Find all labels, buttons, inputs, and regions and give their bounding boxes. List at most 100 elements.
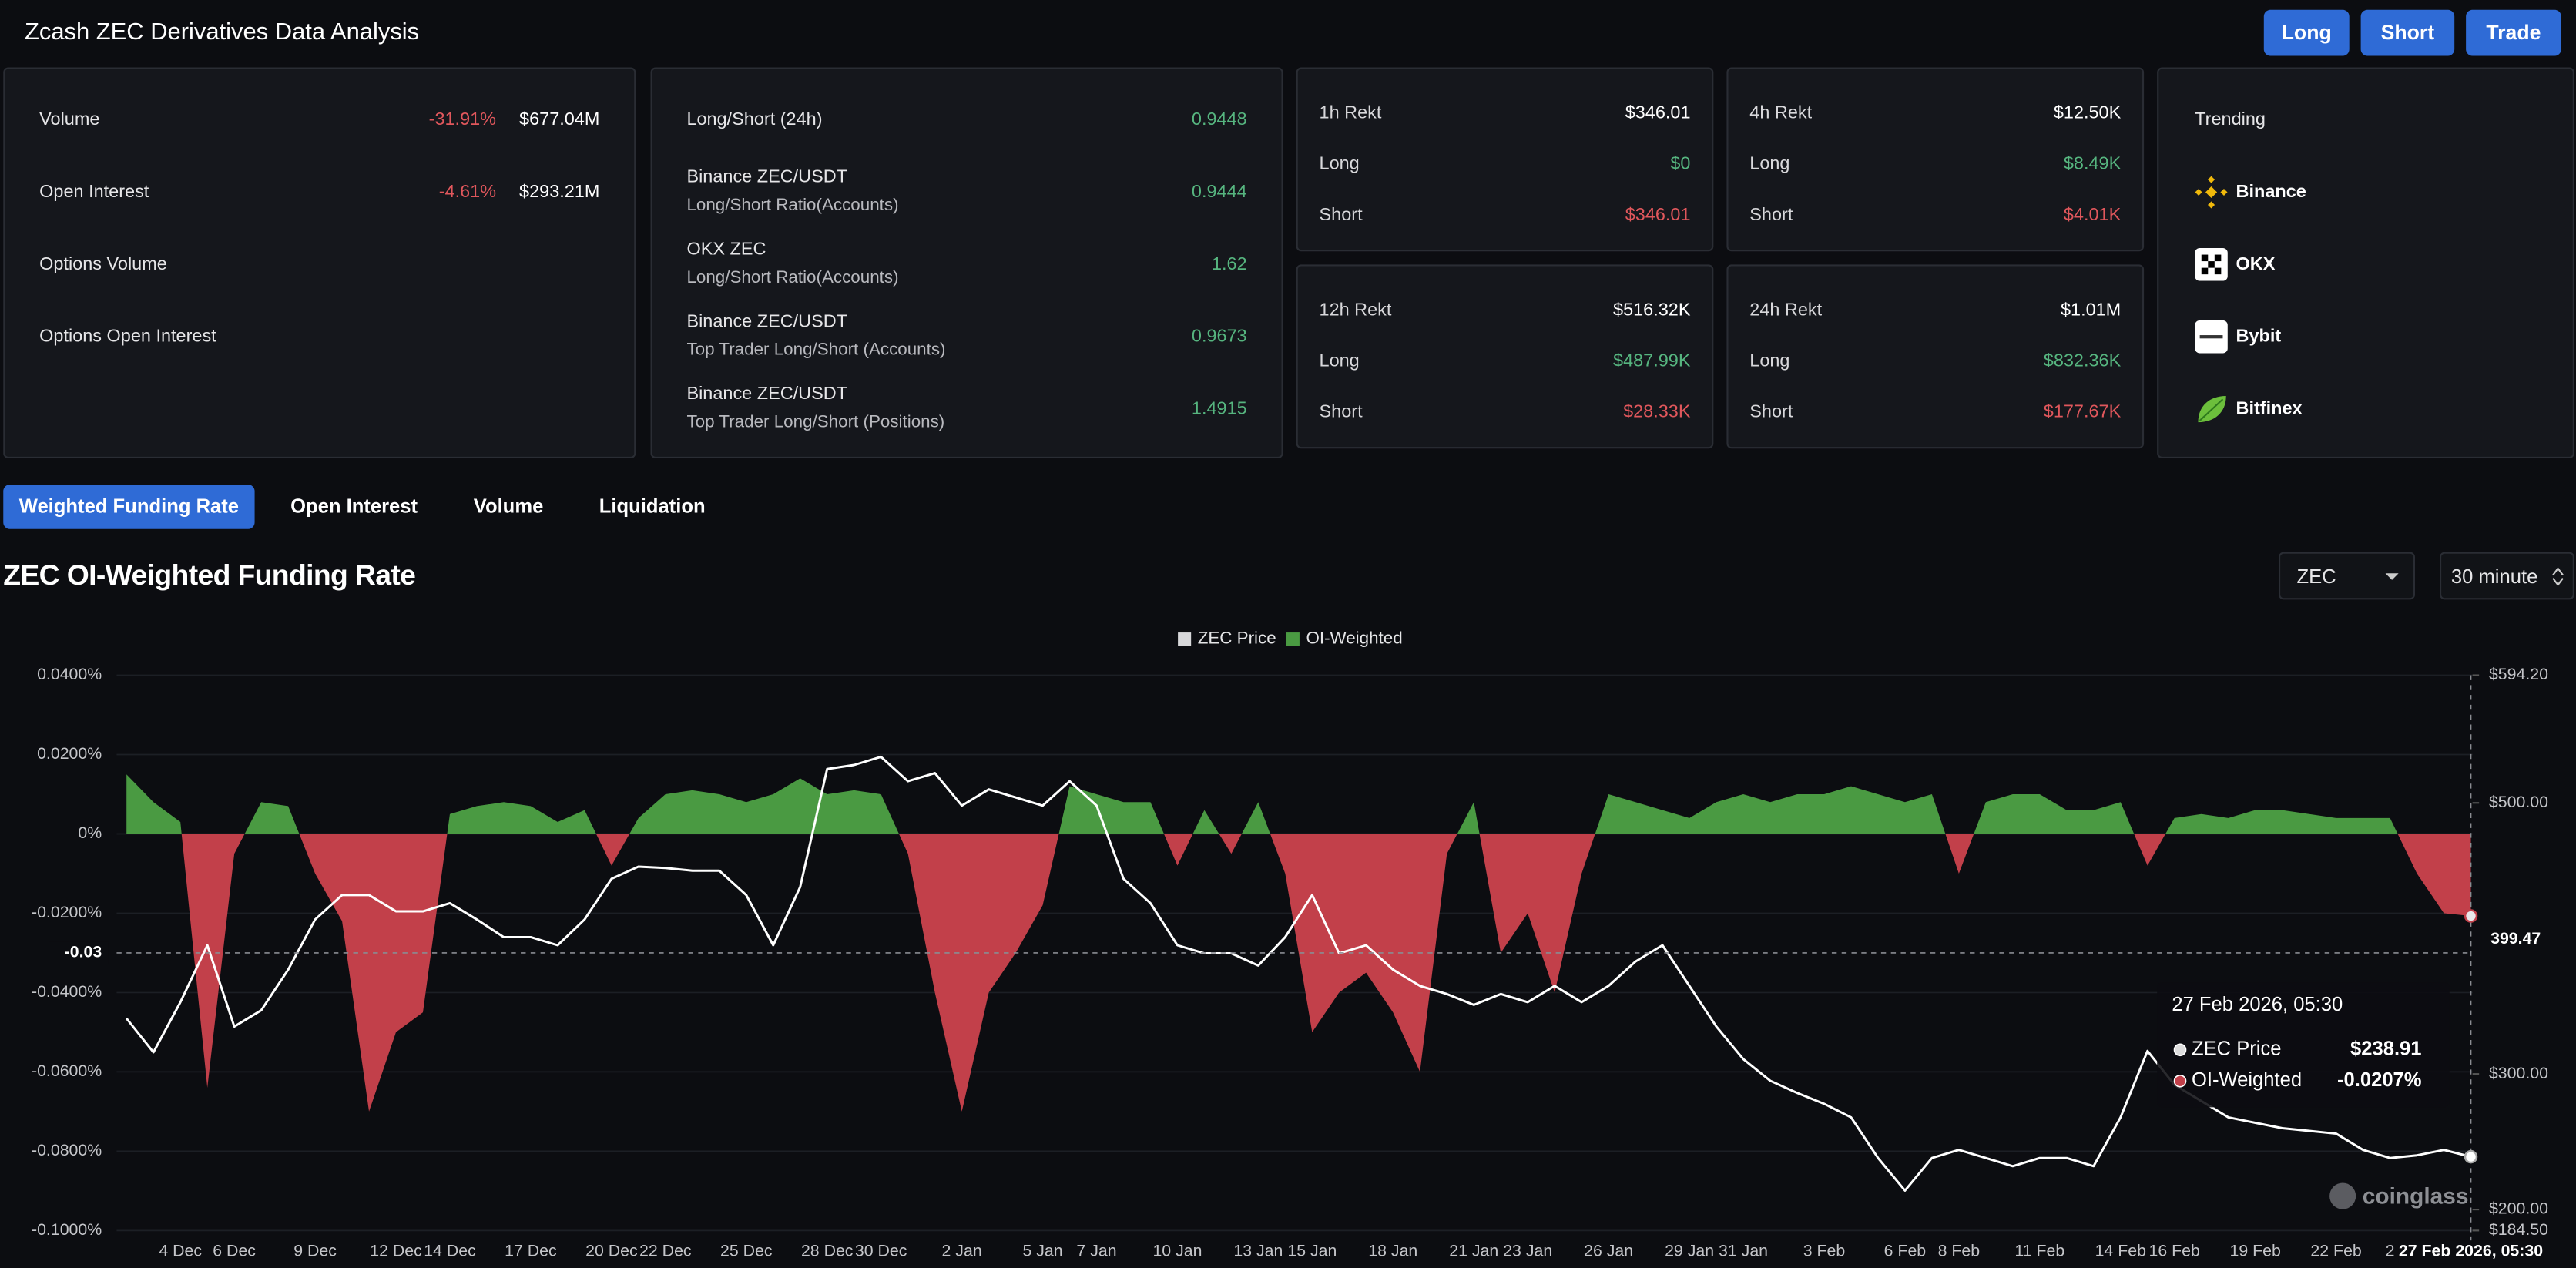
selector[interactable]: 30 minute — [2439, 552, 2574, 600]
ratio-value: 0.9673 — [1191, 327, 1247, 347]
ratio-label: Binance ZEC/USDT — [686, 384, 848, 404]
header-button[interactable]: Long — [2263, 9, 2350, 56]
tooltip-title: 27 Feb 2026, 05:30 — [2172, 994, 2343, 1015]
caret — [2385, 573, 2399, 580]
y-tick-label: 0.0200% — [37, 744, 102, 763]
x-tick-label: 18 Jan — [1368, 1242, 1417, 1260]
x-tick-label: 7 Jan — [1076, 1242, 1116, 1260]
y-tick-label: 0% — [78, 824, 102, 842]
x-tick-label: 26 Jan — [1584, 1242, 1633, 1260]
x-tick-label: 10 Jan — [1152, 1242, 1202, 1260]
tab[interactable]: Liquidation — [599, 494, 706, 518]
y2-tick-label: $300.00 — [2489, 1064, 2548, 1082]
ratio-label: Binance ZEC/USDT — [686, 167, 848, 188]
legend-label: OI-Weighted — [1306, 629, 1402, 648]
x-tick-label: 17 Dec — [505, 1242, 557, 1260]
exchange-name: Bybit — [2236, 327, 2282, 347]
trending-title: Trending — [2195, 109, 2266, 130]
rekt-row-value: $0 — [1670, 154, 1691, 175]
rekt-row-label: Long — [1319, 154, 1360, 175]
ratio-label: Long/Short (24h) — [686, 109, 823, 130]
exchange-name: OKX — [2236, 254, 2276, 275]
selector-caret — [2550, 567, 2566, 587]
metric-label: Open Interest — [39, 182, 149, 203]
y2-tick-label: $184.50 — [2489, 1220, 2548, 1239]
exchange-icon — [2195, 176, 2228, 209]
panel: 1h Rekt $346.01 Long $0 Short $346.01 — [1296, 67, 1714, 252]
tooltip-dot — [2173, 1074, 2187, 1088]
metric-label: Volume — [39, 109, 100, 130]
metric-label: Options Open Interest — [39, 327, 216, 347]
rekt-row-label: Short — [1319, 205, 1363, 226]
x-tick-label: 16 Feb — [2149, 1242, 2200, 1260]
x-tick-label: 6 Feb — [1884, 1242, 1927, 1260]
panel: 12h Rekt $516.32K Long $487.99K Short $28.33K — [1296, 264, 1714, 449]
y2-tick-label: $500.00 — [2489, 793, 2548, 811]
panel: 4h Rekt $12.50K Long $8.49K Short $4.01K — [1726, 67, 2145, 252]
ratio-sublabel: Long/Short Ratio(Accounts) — [686, 195, 899, 216]
selector[interactable]: ZEC — [2278, 552, 2415, 600]
tooltip-box — [2157, 982, 2450, 1108]
x-tick-label: 4 Dec — [159, 1242, 202, 1260]
metric-label: Options Volume — [39, 254, 167, 275]
exchange-icon — [2195, 248, 2228, 281]
metric-value: $677.04M — [519, 109, 600, 130]
x-tick-label: 9 Dec — [293, 1242, 337, 1260]
tab[interactable]: Open Interest — [290, 494, 418, 518]
selector-label: ZEC — [2296, 565, 2336, 589]
funding-area — [126, 774, 2471, 1112]
y-tick-label: -0.0600% — [32, 1062, 102, 1080]
okx-icon — [2195, 248, 2228, 281]
tab[interactable]: Volume — [473, 494, 544, 518]
x-tick-label: 3 Feb — [1803, 1242, 1846, 1260]
tab[interactable]: Weighted Funding Rate — [3, 485, 255, 529]
x-tick-label: 19 Feb — [2229, 1242, 2280, 1260]
tooltip-name: ZEC Price — [2192, 1038, 2282, 1060]
rekt-title: 4h Rekt — [1749, 103, 1813, 123]
ratio-value: 0.9444 — [1191, 182, 1247, 203]
x-tick-label: 5 Jan — [1022, 1242, 1062, 1260]
header-button[interactable]: Trade — [2466, 9, 2561, 56]
x-tick-label: 20 Dec — [585, 1242, 638, 1260]
rekt-row-value: $28.33K — [1623, 402, 1691, 423]
header-button[interactable]: Short — [2360, 9, 2455, 56]
legend-swatch — [1178, 632, 1192, 646]
crosshair-x-bg — [2398, 1240, 2544, 1264]
ratio-sublabel: Top Trader Long/Short (Accounts) — [686, 340, 946, 361]
rekt-total: $516.32K — [1613, 300, 1691, 320]
rekt-total: $1.01M — [2060, 300, 2122, 320]
y-tick-label: -0.0800% — [32, 1141, 102, 1159]
price-line — [126, 755, 2471, 1192]
end-point — [2464, 1149, 2478, 1164]
legend-swatch — [1286, 632, 1300, 646]
ratio-label: Binance ZEC/USDT — [686, 312, 848, 332]
x-tick-label: 2 Jan — [942, 1242, 982, 1260]
tooltip-value: -0.0207% — [2337, 1069, 2422, 1091]
watermark: coinglass — [2363, 1184, 2469, 1209]
x-tick-label: 6 Dec — [213, 1242, 256, 1260]
rekt-row-label: Long — [1749, 154, 1790, 175]
ratio-sublabel: Long/Short Ratio(Accounts) — [686, 267, 899, 288]
rekt-row-label: Long — [1319, 351, 1360, 371]
exchange-name: Bitfinex — [2236, 399, 2303, 419]
x-tick-label: 23 Jan — [1503, 1242, 1552, 1260]
ratio-value: 0.9448 — [1191, 109, 1247, 130]
x-tick-label: 12 Dec — [370, 1242, 422, 1260]
panel: 24h Rekt $1.01M Long $832.36K Short $177.67K — [1726, 264, 2145, 449]
ratio-value: 1.4915 — [1191, 399, 1247, 419]
panel: Long/Short (24h) 0.9448 Binance ZEC/USDT Lo… — [650, 67, 1283, 459]
y-tick-label: 0.0400% — [37, 665, 102, 683]
legend-label: ZEC Price — [1198, 629, 1276, 648]
rekt-total: $12.50K — [2053, 103, 2122, 123]
y2-tick-label: $594.20 — [2489, 665, 2548, 683]
y-tick-label: -0.0200% — [32, 903, 102, 921]
page-title: Zcash ZEC Derivatives Data Analysis — [24, 19, 420, 46]
tooltip-dot — [2173, 1043, 2187, 1057]
y2-tick-label: $200.00 — [2489, 1199, 2548, 1218]
crosshair-x-label: 27 Feb 2026, 05:30 — [2399, 1242, 2543, 1260]
panel: Volume -31.91% $677.04M Open Interest -4.61%… — [3, 67, 636, 459]
binance-icon — [2195, 176, 2228, 209]
